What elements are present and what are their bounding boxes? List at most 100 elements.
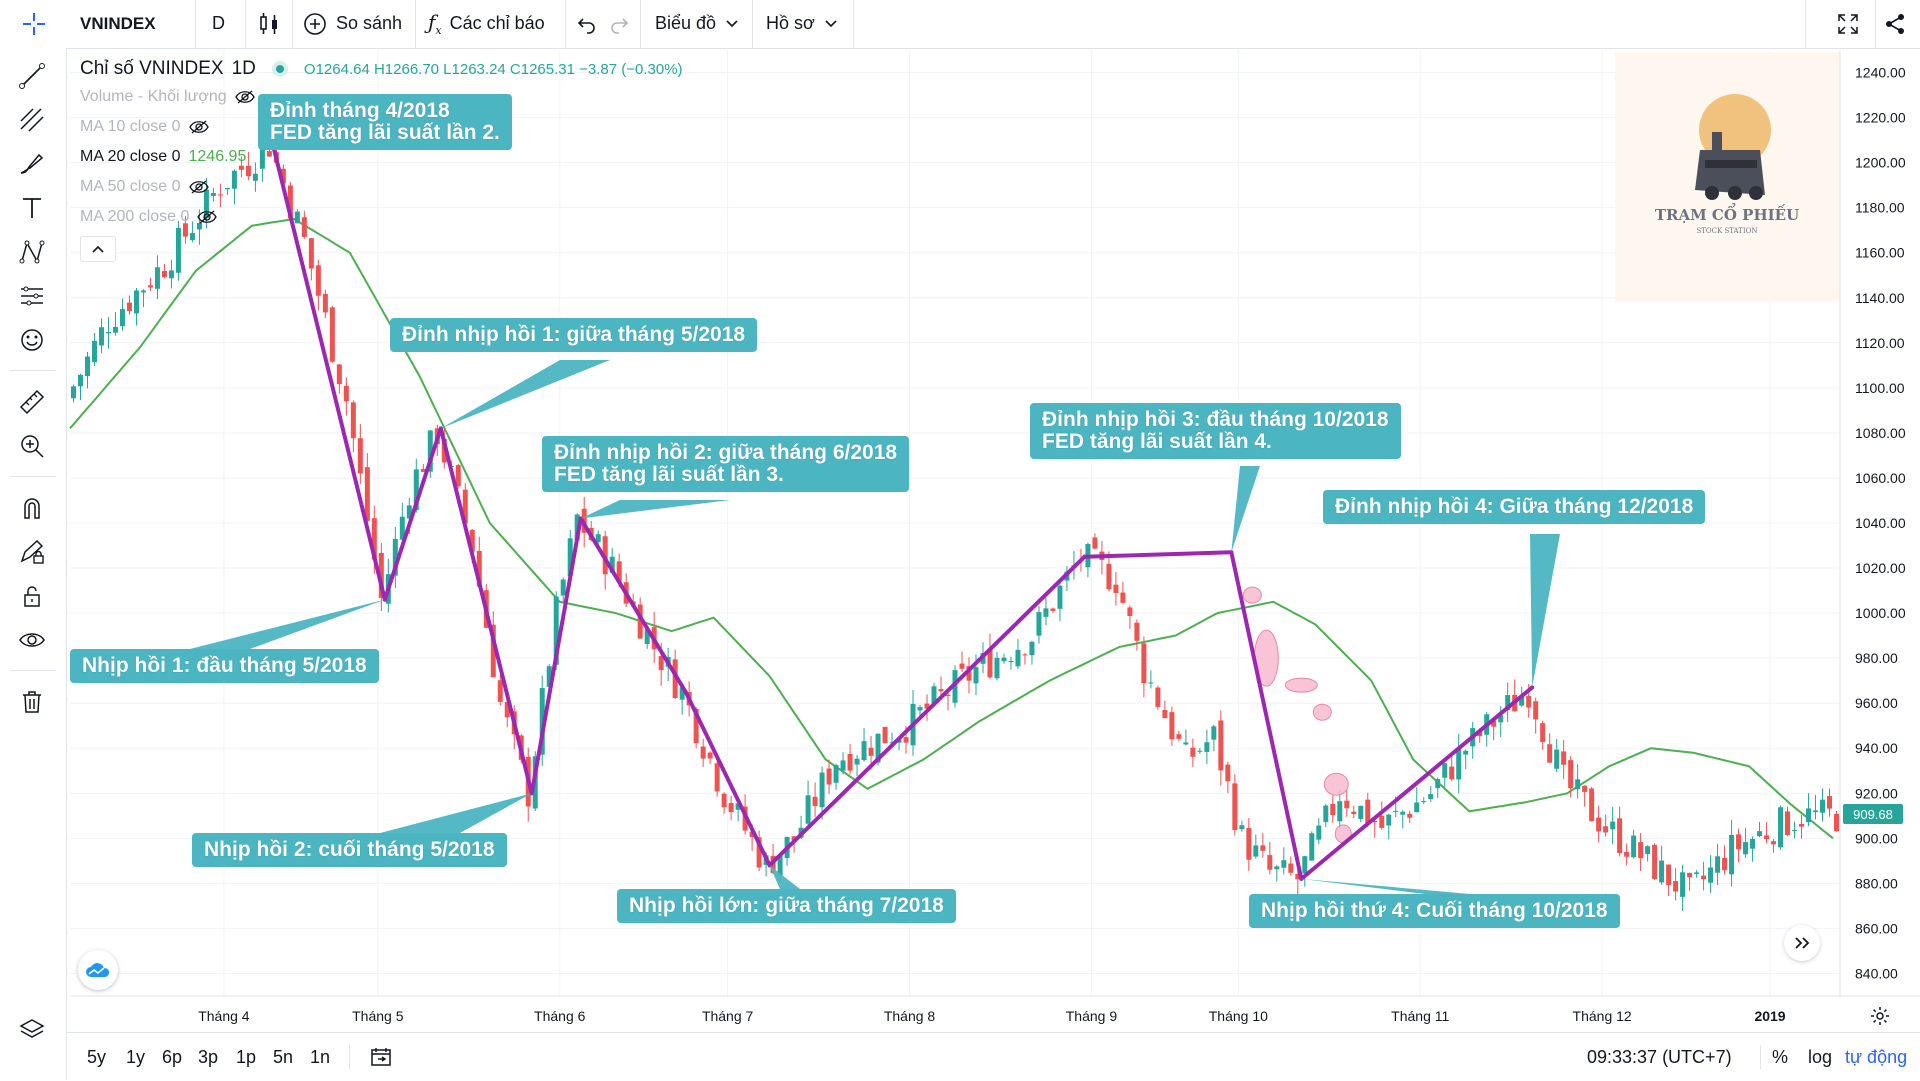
indicators-button[interactable]: ƒx Các chỉ báo [428, 0, 545, 47]
scroll-to-latest-button[interactable] [1784, 925, 1820, 961]
candle [1092, 533, 1098, 550]
auto-scale-toggle[interactable]: tự động [1845, 1046, 1908, 1067]
profile-menu-button[interactable]: Hồ sơ [766, 0, 837, 47]
candle-body [1218, 720, 1224, 771]
unlock-icon[interactable] [14, 578, 50, 614]
candle [1694, 870, 1700, 878]
ma20-line [69, 217, 1834, 840]
highlight-bubble [1312, 703, 1332, 721]
zigzag-segment [529, 516, 583, 796]
candle [1162, 700, 1168, 719]
callout-low1-line1: Nhịp hồi 1: đầu tháng 5/2018 [82, 654, 367, 677]
zigzag-segment [767, 554, 1087, 868]
log-toggle[interactable]: log [1808, 1046, 1833, 1067]
legend-ma10[interactable]: MA 10 close 0 [80, 118, 209, 136]
legend-title: Chỉ số VNINDEX [80, 58, 224, 79]
candle-body [1715, 856, 1721, 873]
layers-icon[interactable] [14, 1012, 50, 1048]
candle-body [609, 556, 615, 573]
magnet-icon[interactable] [14, 490, 50, 526]
candle [1141, 636, 1147, 698]
legend-ma20[interactable]: MA 20 close 0 1246.95 [80, 148, 246, 166]
clock-time[interactable]: 09:33:37 (UTC+7) [1587, 1046, 1732, 1067]
candle-body [847, 753, 853, 771]
eye-hidden-icon[interactable] [197, 210, 218, 224]
ruler-icon[interactable] [14, 384, 50, 420]
callout-peak3-line1: Đỉnh nhịp hồi 3: đầu tháng 10/2018 [1042, 408, 1389, 431]
fullscreen-icon[interactable] [1836, 0, 1860, 47]
lock-drawing-icon[interactable] [14, 534, 50, 570]
chart-menu-button[interactable]: Biểu đồ [655, 0, 738, 47]
range-1p[interactable]: 1p [236, 1046, 257, 1067]
percent-toggle[interactable]: % [1772, 1046, 1789, 1067]
share-icon[interactable] [1884, 0, 1906, 47]
eye-hidden-icon[interactable] [188, 120, 209, 134]
redo-icon[interactable] [608, 0, 630, 47]
trash-icon[interactable] [14, 684, 50, 720]
candle-body [1141, 643, 1147, 684]
candle-body [294, 211, 300, 224]
brush-icon[interactable] [14, 146, 50, 182]
range-1n[interactable]: 1n [310, 1046, 331, 1067]
eye-icon[interactable] [14, 622, 50, 658]
pattern-icon[interactable] [14, 234, 50, 270]
candle-body [1743, 842, 1749, 855]
trend-line-icon[interactable] [14, 58, 50, 94]
chart-menu-label: Biểu đồ [655, 13, 717, 33]
legend-ma50[interactable]: MA 50 close 0 [80, 178, 209, 196]
candle [1778, 805, 1784, 850]
candle [1120, 581, 1126, 605]
candle-body [567, 538, 573, 577]
tradingview-logo-button[interactable] [78, 950, 118, 990]
forecast-icon[interactable] [14, 278, 50, 314]
candle-body [1253, 845, 1259, 857]
eye-hidden-icon[interactable] [188, 180, 209, 194]
candle [238, 156, 244, 178]
range-1y[interactable]: 1y [126, 1046, 146, 1067]
range-3p[interactable]: 3p [198, 1046, 219, 1067]
legend-volume[interactable]: Volume - Khối lượng [80, 88, 255, 106]
text-tool-icon[interactable] [14, 190, 50, 226]
settings-gear-icon[interactable] [1865, 1004, 1895, 1028]
candle [1561, 740, 1567, 780]
candle [1127, 605, 1133, 629]
candle [1715, 844, 1721, 885]
fib-tool-icon[interactable] [14, 102, 50, 138]
eye-hidden-icon[interactable] [234, 90, 255, 104]
symbol-search[interactable]: VNINDEX [80, 13, 156, 33]
goto-date-icon[interactable] [370, 1033, 392, 1081]
candle [119, 298, 125, 331]
x-tick-label: 2019 [1754, 1008, 1785, 1024]
candle [1323, 804, 1329, 828]
candle-body [714, 763, 720, 792]
zoom-in-icon[interactable] [14, 428, 50, 464]
candle-body [1169, 712, 1175, 740]
candle-body [553, 596, 559, 665]
range-5y[interactable]: 5y [87, 1046, 107, 1067]
candle-body [406, 505, 412, 519]
candle-body [1246, 828, 1252, 860]
interval-button[interactable]: D [212, 13, 225, 33]
undo-icon[interactable] [576, 0, 598, 47]
chevron-down-icon [825, 19, 837, 27]
range-5n[interactable]: 5n [273, 1046, 294, 1067]
candle-body [175, 227, 181, 273]
candle-body [238, 165, 244, 170]
x-tick-label: Tháng 4 [198, 1008, 250, 1024]
y-tick-label: 1060.00 [1855, 470, 1906, 486]
candle-body [329, 307, 335, 362]
candle-body [378, 552, 384, 598]
range-6p[interactable]: 6p [162, 1046, 183, 1067]
legend-ma200[interactable]: MA 200 close 0 [80, 208, 218, 226]
candle-body [560, 579, 566, 596]
emoji-icon[interactable] [14, 322, 50, 358]
candle-body [98, 327, 104, 346]
compare-button[interactable]: So sánh [302, 0, 402, 47]
candle-style-icon[interactable] [258, 0, 280, 47]
candle [882, 726, 888, 744]
candle-body [231, 170, 237, 189]
candle [1771, 838, 1777, 853]
crosshair-icon[interactable] [6, 0, 62, 47]
legend-collapse-button[interactable] [80, 236, 116, 262]
